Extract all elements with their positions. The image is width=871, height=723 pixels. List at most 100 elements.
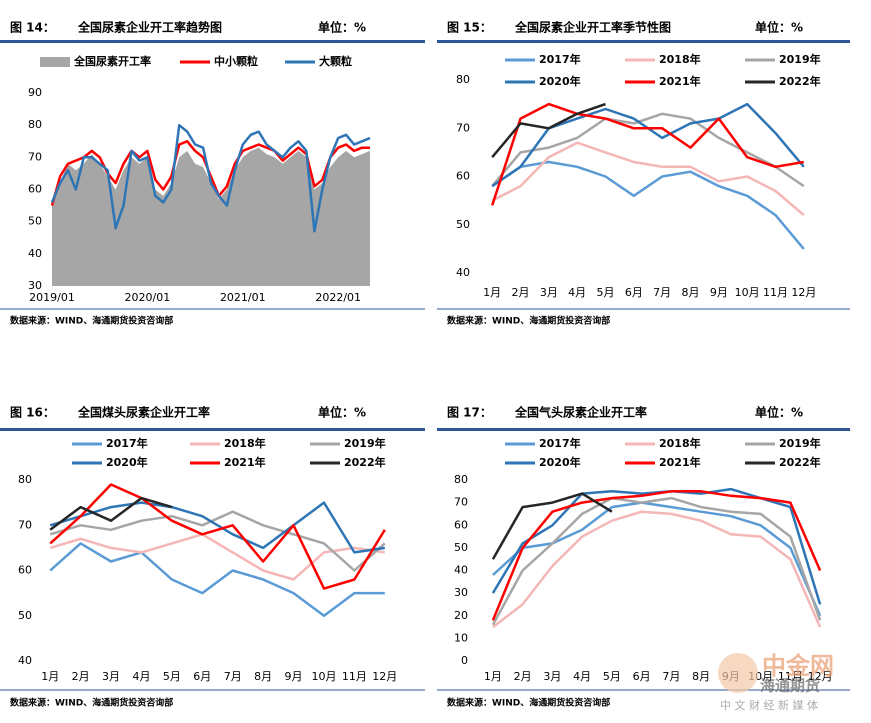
y-tick-label: 50 (456, 218, 470, 231)
series-line (491, 160, 805, 250)
series-line (49, 542, 385, 618)
series-line (491, 112, 805, 188)
x-tick-label: 4月 (573, 670, 591, 683)
series-line (50, 123, 371, 233)
legend-label: 2019年 (779, 52, 821, 66)
y-tick-label: 0 (461, 654, 468, 667)
series-line (491, 487, 822, 605)
legend-label: 2018年 (659, 436, 701, 450)
unit-label: 单位：% (755, 405, 803, 420)
legend-label: 2018年 (224, 436, 266, 450)
x-tick-label: 6月 (633, 670, 651, 683)
y-tick-label: 30 (28, 279, 42, 292)
x-tick-label: 2月 (512, 286, 530, 299)
x-tick-label: 3月 (540, 286, 558, 299)
x-tick-label: 5月 (597, 286, 615, 299)
charts: 图 14： 全国尿素企业开工率趋势图 单位：%数据来源：WIND、海通期货投资咨询部… (0, 20, 850, 709)
figure-label: 图 15： (447, 21, 492, 35)
legend-swatch (40, 57, 70, 67)
x-tick-label: 12月 (372, 670, 397, 683)
series-line (491, 496, 822, 626)
y-tick-label: 70 (18, 518, 32, 531)
y-tick-label: 70 (456, 121, 470, 134)
y-tick-label: 90 (28, 86, 42, 99)
x-tick-label: 6月 (625, 286, 643, 299)
x-tick-label: 1月 (483, 286, 501, 299)
source-note: 数据来源：WIND、海通期货投资咨询部 (10, 315, 173, 327)
x-tick-label: 11月 (763, 286, 788, 299)
series-line (49, 483, 386, 590)
legend-label: 2017年 (539, 436, 581, 450)
legend-label: 2021年 (224, 455, 266, 469)
legend-label: 大颗粒 (319, 54, 352, 68)
source-note: 数据来源：WIND、海通期货投资咨询部 (10, 697, 173, 709)
figure-label: 图 14： (10, 21, 55, 35)
legend-label: 2021年 (659, 74, 701, 88)
x-tick-label: 12月 (808, 670, 833, 683)
legend-label: 全国尿素开工率 (73, 54, 151, 68)
x-tick-label: 6月 (193, 670, 211, 683)
x-tick-label: 3月 (102, 670, 120, 683)
x-tick-label: 8月 (692, 670, 710, 683)
series-line (49, 533, 385, 581)
legend-label: 2020年 (106, 455, 148, 469)
x-tick-label: 11月 (778, 670, 803, 683)
y-tick-label: 70 (28, 150, 42, 163)
chart-title: 全国尿素企业开工率季节性图 (514, 20, 671, 35)
y-tick-label: 60 (454, 518, 468, 531)
series-line (491, 102, 805, 206)
series-line (491, 492, 613, 560)
unit-label: 单位：% (318, 405, 366, 420)
y-tick-label: 80 (456, 73, 470, 86)
legend-label: 2018年 (659, 52, 701, 66)
watermark-overlay: 海通期货 (760, 677, 820, 695)
area (52, 147, 370, 286)
series-line (491, 490, 822, 621)
legend-label: 2019年 (779, 436, 821, 450)
legend-label: 2022年 (344, 455, 386, 469)
source-note: 数据来源：WIND、海通期货投资咨询部 (447, 697, 610, 709)
legend-label: 2022年 (779, 74, 821, 88)
x-tick-label: 10月 (735, 286, 760, 299)
unit-label: 单位：% (318, 20, 366, 35)
x-tick-label: 12月 (791, 286, 816, 299)
y-tick-label: 50 (454, 541, 468, 554)
x-tick-label: 1月 (41, 670, 59, 683)
legend-label: 2020年 (539, 74, 581, 88)
x-tick-label: 3月 (543, 670, 561, 683)
unit-label: 单位：% (755, 20, 803, 35)
x-tick-label: 5月 (163, 670, 181, 683)
watermark-slogan: 中 文 财 经 新 媒 体 (720, 698, 818, 712)
chart-title: 全国煤头尿素企业开工率 (77, 405, 210, 420)
x-tick-label: 8月 (682, 286, 700, 299)
legend-label: 2022年 (779, 455, 821, 469)
x-tick-label: 2月 (514, 670, 532, 683)
legend-label: 2017年 (106, 436, 148, 450)
y-tick-label: 60 (18, 564, 32, 577)
y-tick-label: 60 (28, 183, 42, 196)
x-tick-label: 10月 (311, 670, 336, 683)
x-tick-label: 9月 (285, 670, 303, 683)
header-rule (437, 428, 850, 431)
x-tick-label: 4月 (132, 670, 150, 683)
y-tick-label: 40 (28, 247, 42, 260)
series-line (49, 496, 173, 531)
y-tick-label: 50 (18, 609, 32, 622)
x-tick-label: 4月 (568, 286, 586, 299)
watermark-logo (718, 653, 758, 693)
y-tick-label: 80 (28, 118, 42, 131)
legend-label: 2021年 (659, 455, 701, 469)
series-line (491, 102, 606, 159)
source-note: 数据来源：WIND、海通期货投资咨询部 (447, 315, 610, 327)
header-rule (0, 428, 425, 431)
x-tick-label: 7月 (224, 670, 242, 683)
y-tick-label: 80 (18, 473, 32, 486)
x-tick-label: 2022/01 (315, 291, 361, 304)
x-tick-label: 2020/01 (125, 291, 171, 304)
x-tick-label: 8月 (254, 670, 272, 683)
y-tick-label: 30 (454, 586, 468, 599)
watermark-brand: 中金网 (762, 652, 834, 680)
header-rule (0, 40, 425, 43)
y-tick-label: 50 (28, 215, 42, 228)
series-line (492, 510, 822, 629)
